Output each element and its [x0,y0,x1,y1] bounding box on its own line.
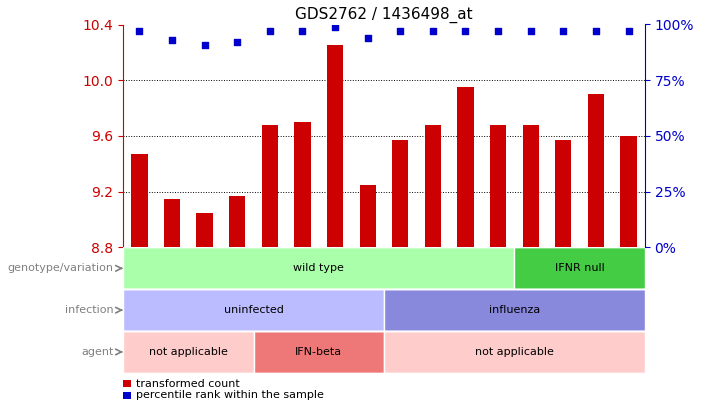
Text: agent: agent [81,347,114,357]
Text: genotype/variation: genotype/variation [7,263,114,273]
Text: uninfected: uninfected [224,305,283,315]
Bar [123,392,131,399]
Text: influenza: influenza [489,305,540,315]
Title: GDS2762 / 1436498_at: GDS2762 / 1436498_at [295,7,472,23]
Point [362,35,374,41]
Point [525,28,536,34]
Point [460,28,471,34]
Bar [587,94,604,247]
Text: infection: infection [64,305,114,315]
Point [590,28,601,34]
Bar [457,87,474,247]
Text: percentile rank within the sample: percentile rank within the sample [136,390,324,401]
FancyBboxPatch shape [515,247,645,289]
Point [395,28,406,34]
Bar [261,125,278,247]
Text: not applicable: not applicable [475,347,554,357]
Bar [131,154,148,247]
Text: not applicable: not applicable [149,347,228,357]
Point [493,28,504,34]
Point [297,28,308,34]
Point [428,28,439,34]
Bar [392,140,409,247]
Bar [360,185,376,247]
Bar [196,213,213,247]
Point [558,28,569,34]
FancyBboxPatch shape [123,331,254,373]
Bar [294,122,311,247]
Point [623,28,634,34]
Point [166,37,177,43]
Bar [164,199,180,247]
Bar [229,196,245,247]
Bar [327,45,343,247]
Text: IFNR null: IFNR null [554,263,604,273]
Bar [620,136,637,247]
Text: wild type: wild type [293,263,344,273]
Bar [425,125,441,247]
Bar [555,140,571,247]
Text: transformed count: transformed count [136,379,240,389]
Text: IFN-beta: IFN-beta [295,347,342,357]
Point [134,28,145,34]
Bar [522,125,539,247]
FancyBboxPatch shape [384,331,645,373]
FancyBboxPatch shape [123,289,384,331]
Bar [123,380,131,388]
FancyBboxPatch shape [384,289,645,331]
Point [199,41,210,48]
FancyBboxPatch shape [254,331,384,373]
Point [264,28,275,34]
Bar [490,125,506,247]
FancyBboxPatch shape [123,247,515,289]
Point [329,23,341,30]
Point [231,39,243,46]
